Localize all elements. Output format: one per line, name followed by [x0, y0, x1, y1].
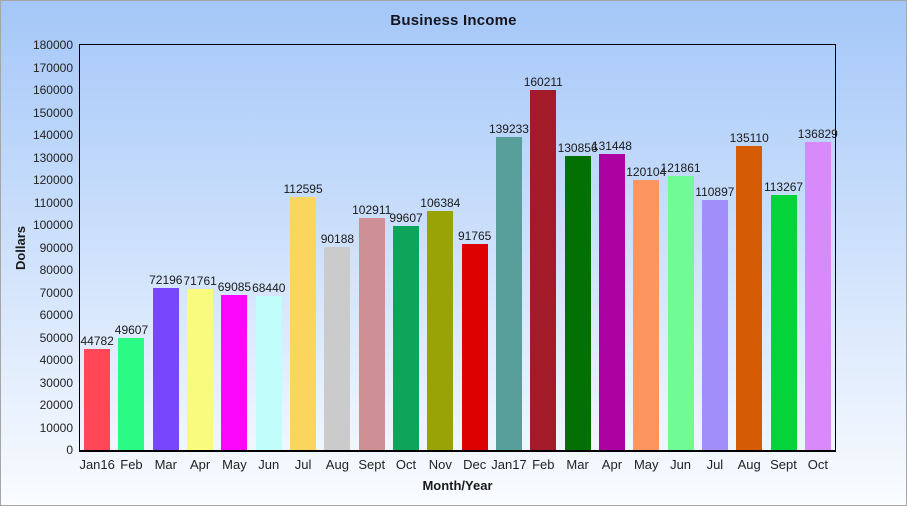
- x-tick-label: Feb: [532, 457, 555, 472]
- x-tick-label: Dec: [463, 457, 487, 472]
- bar-value-label: 160211: [523, 75, 563, 89]
- y-tick-label: 70000: [39, 285, 73, 300]
- y-tick-label: 40000: [39, 353, 73, 367]
- y-tick-label: 110000: [33, 195, 73, 210]
- bar-value-label: 121861: [660, 161, 701, 175]
- bar: [255, 296, 282, 450]
- y-tick-label: 170000: [32, 60, 73, 75]
- x-tick-label: Sept: [770, 457, 797, 472]
- bar-value-label: 44782: [80, 334, 114, 348]
- x-tick-label: Jun: [670, 457, 692, 472]
- y-tick-label: 150000: [32, 105, 73, 120]
- bar: [290, 197, 317, 450]
- bar: [152, 288, 179, 450]
- bar-value-label: 106384: [420, 196, 461, 210]
- bar: [118, 338, 145, 450]
- bar: [324, 247, 351, 450]
- bar: [667, 176, 694, 450]
- bar: [221, 295, 248, 450]
- bar: [770, 195, 797, 450]
- bar: [84, 349, 111, 450]
- y-tick-label: 50000: [39, 330, 73, 345]
- bar-value-label: 99607: [389, 211, 423, 225]
- bar-value-label: 49607: [114, 323, 149, 337]
- x-tick-label: Jul: [706, 457, 724, 472]
- bar: [701, 200, 728, 450]
- x-axis-title: Month/Year: [422, 478, 493, 493]
- bar-value-label: 131448: [591, 139, 632, 153]
- y-tick-label: 120000: [32, 173, 73, 187]
- bar-value-label: 113267: [763, 180, 804, 194]
- y-tick-label: 30000: [39, 375, 73, 390]
- bar: [187, 289, 214, 450]
- x-tick-label: Nov: [428, 457, 452, 472]
- y-tick-label: 130000: [32, 150, 73, 165]
- x-tick-label: May: [633, 457, 659, 472]
- y-tick-label: 140000: [32, 128, 73, 142]
- bar-value-label: 112595: [283, 182, 323, 196]
- bar: [633, 180, 660, 450]
- bar-value-label: 135110: [729, 131, 769, 145]
- y-tick-label: 160000: [32, 83, 73, 97]
- x-tick-label: Aug: [737, 457, 761, 472]
- bar: [427, 211, 454, 450]
- x-tick-label: Oct: [395, 457, 417, 472]
- x-tick-label: Jun: [258, 457, 280, 472]
- bar: [804, 142, 831, 450]
- y-tick-label: 20000: [39, 398, 73, 412]
- x-tick-label: Oct: [807, 457, 828, 472]
- bar-value-label: 120104: [626, 165, 667, 179]
- bar-value-label: 139233: [488, 122, 529, 136]
- x-tick-label: Aug: [325, 457, 349, 472]
- bar-value-label: 72196: [149, 273, 183, 287]
- bar-value-label: 110897: [695, 185, 735, 199]
- bar: [358, 218, 385, 450]
- x-tick-label: Apr: [601, 457, 623, 472]
- bar-value-label: 102911: [352, 203, 392, 217]
- x-tick-label: Jan17: [491, 457, 527, 472]
- x-tick-label: Apr: [189, 457, 211, 472]
- bar: [530, 90, 557, 450]
- bar: [495, 137, 522, 450]
- x-tick-label: Jan16: [79, 457, 115, 472]
- x-tick-label: Mar: [566, 457, 589, 472]
- y-tick-label: 180000: [32, 38, 73, 52]
- y-tick-label: 10000: [39, 420, 73, 435]
- bar-value-label: 69085: [217, 280, 252, 294]
- bar-value-label: 130856: [557, 141, 598, 155]
- bar-value-label: 71761: [183, 274, 217, 288]
- x-tick-label: May: [222, 457, 247, 472]
- x-tick-label: Feb: [120, 457, 143, 472]
- x-tick-label: Sept: [358, 457, 386, 472]
- y-tick-label: 60000: [39, 308, 73, 322]
- bar-value-label: 136829: [797, 127, 838, 141]
- bar: [393, 226, 420, 450]
- y-tick-label: 90000: [39, 240, 73, 255]
- bar: [564, 156, 591, 450]
- y-tick-label: 0: [66, 443, 73, 457]
- bar: [598, 154, 625, 450]
- y-tick-label: 100000: [32, 218, 73, 232]
- bar-value-label: 68440: [252, 281, 286, 295]
- bar: [736, 146, 763, 450]
- x-tick-label: Jul: [294, 457, 312, 472]
- y-tick-label: 80000: [39, 263, 73, 277]
- bar-value-label: 91765: [457, 229, 492, 243]
- bar: [461, 244, 488, 450]
- bar-value-label: 90188: [320, 232, 355, 246]
- plot-area: 44782 49607 72196 71761 69085 68440 112595 9018…: [79, 44, 838, 452]
- chart-title: Business Income: [390, 12, 517, 29]
- x-tick-label: Mar: [154, 457, 177, 472]
